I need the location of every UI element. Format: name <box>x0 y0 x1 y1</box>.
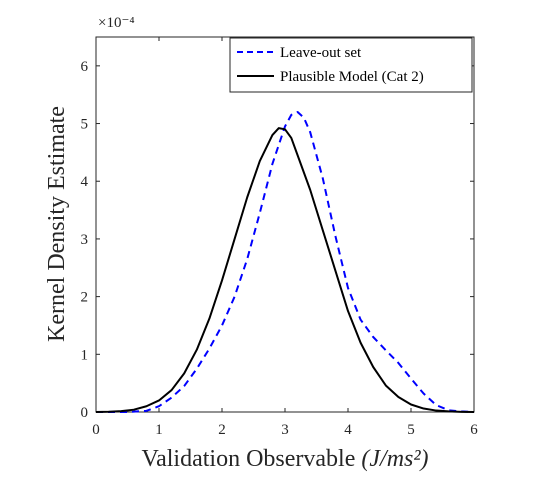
y-axis-title: Kernel Density Estimate <box>44 106 70 342</box>
series-line-1 <box>95 127 475 413</box>
x-axis-title-text: Validation Observable <box>141 446 355 472</box>
series-line-0 <box>96 111 475 413</box>
y-tick-label: 6 <box>81 59 89 75</box>
y-tick-label: 3 <box>81 232 89 248</box>
legend-label-leave-out: Leave-out set <box>280 45 362 61</box>
legend-box <box>229 37 473 93</box>
x-tick-label: 3 <box>281 422 289 438</box>
plot-area <box>95 36 475 413</box>
x-tick-label: 1 <box>155 422 163 438</box>
legend-label-plausible: Plausible Model (Cat 2) <box>280 69 424 85</box>
x-tick-label: 4 <box>344 422 352 438</box>
series-lines <box>95 111 475 413</box>
y-exponent-label: ×10⁻⁴ <box>98 15 135 31</box>
y-tick-label: 2 <box>81 290 89 306</box>
legend: Leave-out set Plausible Model (Cat 2) <box>229 37 473 93</box>
y-tick-label: 5 <box>81 117 89 133</box>
x-tick-label: 5 <box>407 422 415 438</box>
y-tick-label: 0 <box>81 405 89 421</box>
x-axis-units: (J/ms²) <box>361 446 428 472</box>
y-tick-label: 4 <box>81 174 89 190</box>
x-axis-title: Validation Observable (J/ms²) <box>141 446 428 472</box>
x-tick-label: 0 <box>92 422 100 438</box>
x-tick-label: 6 <box>470 422 478 438</box>
y-tick-label: 1 <box>81 347 89 363</box>
axis-ticks: 0 1 2 3 4 5 6 0 1 2 3 4 5 6 <box>81 37 478 438</box>
x-tick-label: 2 <box>218 422 226 438</box>
